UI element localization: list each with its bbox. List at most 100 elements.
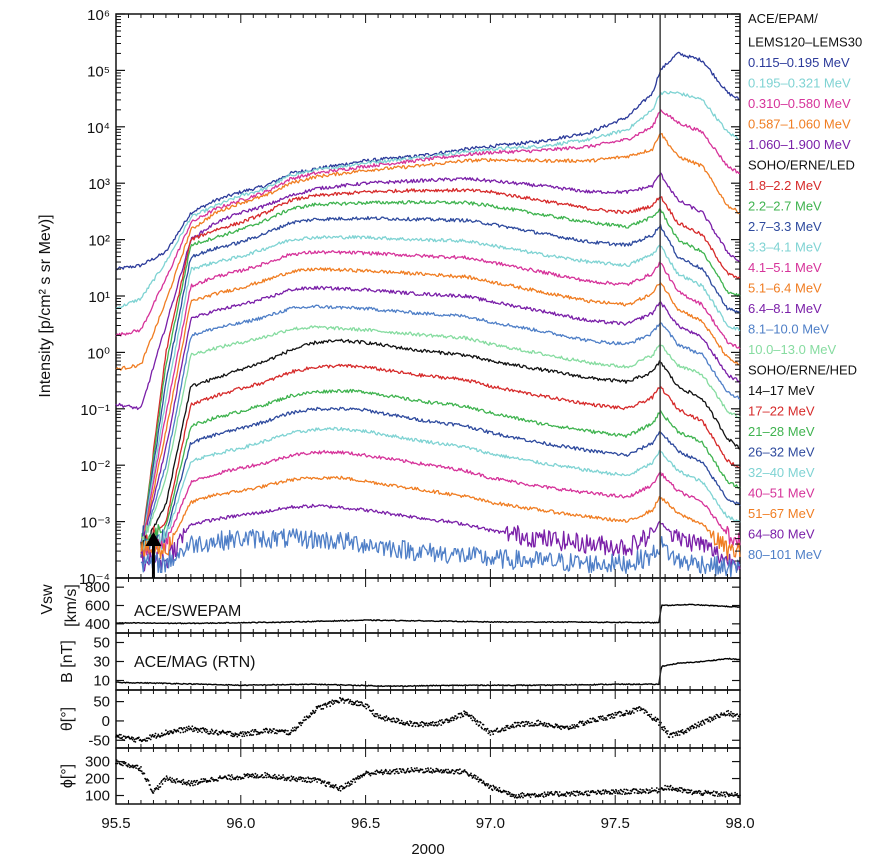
theta-point xyxy=(726,714,729,716)
theta-point xyxy=(375,715,377,718)
phi-point xyxy=(615,790,618,792)
theta-point xyxy=(435,721,438,724)
theta-point xyxy=(438,723,440,725)
theta-point xyxy=(689,726,691,728)
theta-point xyxy=(613,716,616,719)
theta-point xyxy=(118,733,121,736)
phi-point xyxy=(248,773,251,776)
phi-point xyxy=(463,769,466,771)
theta-point xyxy=(342,698,345,701)
phi-point xyxy=(276,776,278,779)
theta-point xyxy=(496,727,499,730)
phi-point xyxy=(668,788,671,791)
theta-point xyxy=(283,731,286,734)
theta-point xyxy=(439,719,442,722)
phi-point xyxy=(126,765,129,768)
theta-point xyxy=(452,719,455,722)
phi-point xyxy=(736,793,739,795)
phi-point xyxy=(522,793,525,795)
phi-point xyxy=(688,789,691,792)
theta-point xyxy=(374,713,377,715)
phi-point xyxy=(115,759,118,761)
theta-point xyxy=(522,725,524,727)
theta-point xyxy=(319,704,322,707)
legend-entry: 2.7–3.3 MeV xyxy=(748,219,822,234)
theta-point xyxy=(631,710,634,712)
phi-point xyxy=(515,794,517,796)
legend-entry: 32–40 MeV xyxy=(748,465,815,480)
intensity-y-axis-label: Intensity [p/cm² s sr Mev)] xyxy=(37,214,54,397)
theta-point xyxy=(566,725,569,728)
phi-point xyxy=(192,784,194,787)
theta-point xyxy=(370,710,373,712)
x-tick-label: 95.5 xyxy=(101,815,130,832)
phi-point xyxy=(678,789,680,792)
phi-point xyxy=(331,786,334,788)
phi-point xyxy=(674,787,677,790)
phi-point xyxy=(583,793,585,796)
theta-point xyxy=(184,730,187,733)
theta-point xyxy=(187,725,190,728)
theta-point xyxy=(433,724,436,727)
series-line-4 xyxy=(115,172,741,411)
theta-point xyxy=(685,729,687,732)
theta-point xyxy=(146,739,149,742)
phi-point xyxy=(610,792,612,795)
phi-point xyxy=(176,778,178,780)
theta-point xyxy=(378,716,381,719)
theta-point xyxy=(513,726,515,729)
theta-point xyxy=(325,704,327,706)
legend-entry: 14–17 MeV xyxy=(748,383,815,398)
phi-point xyxy=(357,775,359,777)
theta-point xyxy=(478,724,481,727)
theta-point xyxy=(192,728,195,730)
theta-point xyxy=(402,723,404,726)
theta-point xyxy=(727,709,730,712)
intensity-ytick-label: 10¹ xyxy=(88,289,110,306)
theta-point xyxy=(525,720,528,723)
series-line-15 xyxy=(140,363,741,557)
phi-point xyxy=(266,773,269,776)
theta-point xyxy=(667,730,669,732)
theta-point xyxy=(675,731,678,733)
theta-point xyxy=(372,709,375,712)
theta-point xyxy=(581,722,583,724)
theta-point xyxy=(658,724,660,726)
series-line-10 xyxy=(140,267,741,544)
phi-point xyxy=(626,792,628,795)
phi-point xyxy=(456,768,458,771)
phi-point xyxy=(297,778,300,780)
theta-point xyxy=(120,733,122,736)
theta-scatter xyxy=(115,696,741,743)
phi-point xyxy=(219,775,221,778)
theta-point xyxy=(534,722,537,725)
theta-point xyxy=(569,725,571,728)
theta-point xyxy=(563,725,565,728)
theta-point xyxy=(488,730,490,732)
phi-point xyxy=(413,767,416,770)
phi-point xyxy=(237,778,239,781)
theta-point xyxy=(191,725,194,728)
phi-point xyxy=(658,788,660,791)
theta-point xyxy=(594,718,596,721)
phi-point xyxy=(626,789,629,791)
phi-point xyxy=(149,784,151,786)
phi-point xyxy=(572,792,574,795)
phi-point xyxy=(723,793,726,796)
phi-point xyxy=(328,781,331,784)
theta-point xyxy=(653,719,656,721)
phi-point xyxy=(367,771,370,774)
legend-entry: 64–80 MeV xyxy=(748,527,815,542)
theta-point xyxy=(710,716,712,719)
theta-point xyxy=(610,715,613,718)
theta-point xyxy=(543,721,546,724)
theta-point xyxy=(423,723,426,725)
theta-point xyxy=(205,728,208,731)
theta-point xyxy=(504,729,507,732)
theta-point xyxy=(425,722,428,725)
phi-point xyxy=(298,776,300,779)
phi-panel-frame xyxy=(115,747,741,805)
theta-point xyxy=(545,724,547,727)
legend: ACE/EPAM/LEMS120–LEMS30 0.115–0.195 MeV 0.… xyxy=(748,11,862,562)
phi-point xyxy=(470,772,472,775)
